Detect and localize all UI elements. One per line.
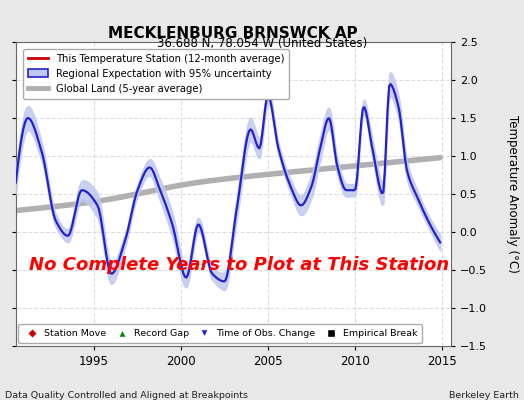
Title: MECKLENBURG BRNSWCK AP: MECKLENBURG BRNSWCK AP — [108, 26, 358, 41]
Y-axis label: Temperature Anomaly (°C): Temperature Anomaly (°C) — [506, 115, 519, 273]
Legend: Station Move, Record Gap, Time of Obs. Change, Empirical Break: Station Move, Record Gap, Time of Obs. C… — [18, 324, 422, 343]
Text: Berkeley Earth: Berkeley Earth — [449, 391, 519, 400]
Text: Data Quality Controlled and Aligned at Breakpoints: Data Quality Controlled and Aligned at B… — [5, 391, 248, 400]
Text: No Complete Years to Plot at This Station: No Complete Years to Plot at This Statio… — [29, 256, 449, 274]
Text: 36.688 N, 78.054 W (United States): 36.688 N, 78.054 W (United States) — [157, 37, 367, 50]
